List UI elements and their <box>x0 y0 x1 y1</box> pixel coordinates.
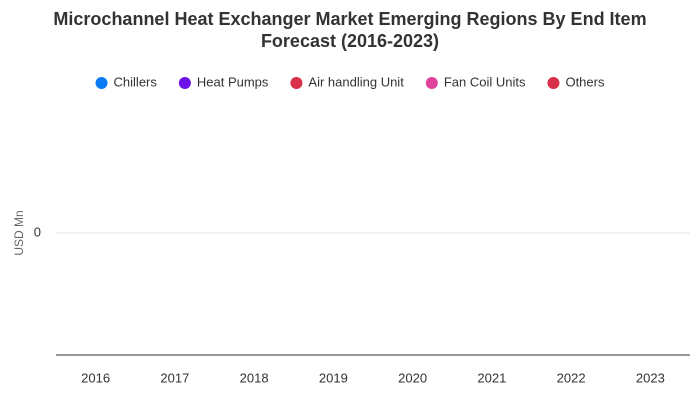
legend-marker <box>178 77 191 89</box>
legend-label: Heat Pumps <box>197 74 269 89</box>
legend-marker <box>95 77 108 89</box>
chart-title: Microchannel Heat Exchanger Market Emerg… <box>53 9 647 51</box>
legend-label: Fan Coil Units <box>444 74 526 89</box>
y-axis-label: USD Mn <box>12 210 26 255</box>
legend-label: Air handling Unit <box>308 74 404 89</box>
legend-marker <box>425 77 438 89</box>
x-tick-label: 2021 <box>477 370 506 385</box>
legend-marker <box>290 77 303 89</box>
x-tick-label: 2019 <box>319 370 348 385</box>
x-tick-label: 2020 <box>398 370 427 385</box>
legend-marker <box>547 77 560 89</box>
x-tick-label: 2023 <box>636 370 665 385</box>
x-tick-label: 2018 <box>240 370 269 385</box>
x-tick-label: 2022 <box>557 370 586 385</box>
x-tick-label: 2017 <box>160 370 189 385</box>
legend-label: Chillers <box>114 74 158 89</box>
x-tick-label: 2016 <box>81 370 110 385</box>
legend-label: Others <box>565 74 605 89</box>
y-tick-label: 0 <box>34 224 41 239</box>
